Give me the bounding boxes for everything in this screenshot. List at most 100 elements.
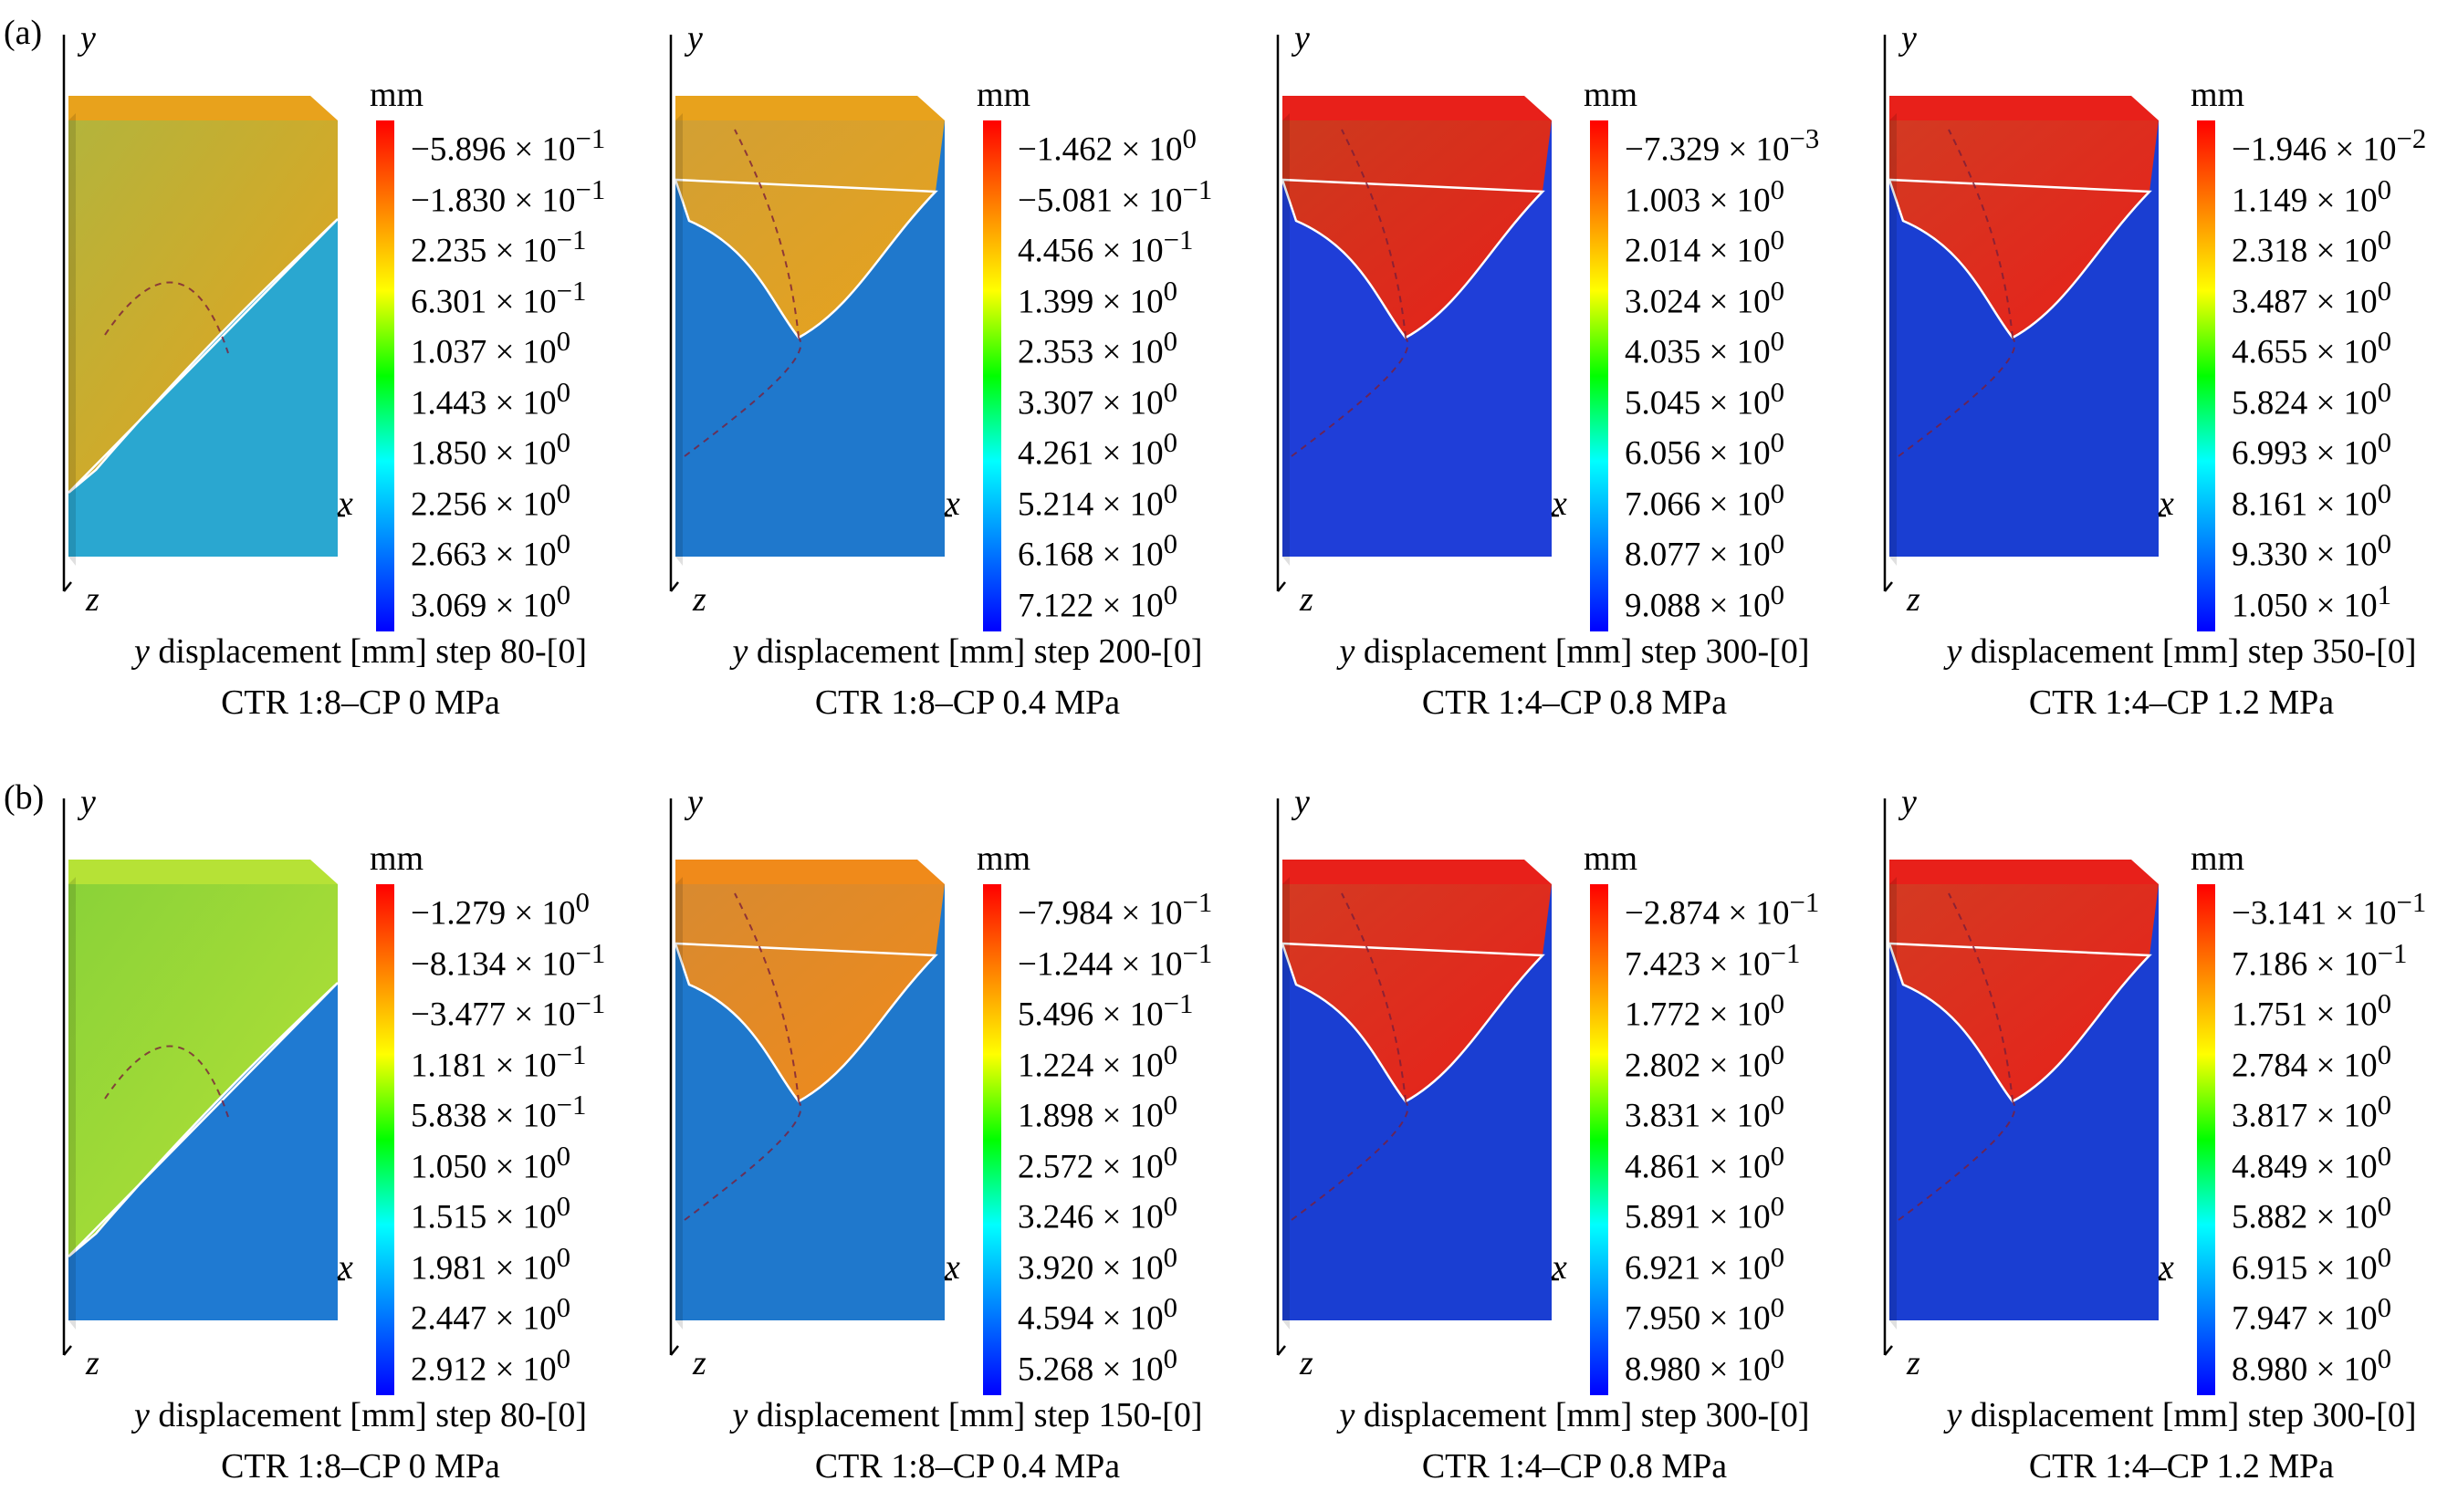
colorbar-tick-label: 4.849 × 100 [2232,1140,2392,1185]
axis-label-z: z [1907,1344,1920,1382]
colorbar-tick-label: 5.214 × 100 [1018,477,1178,523]
colorbar-tick-label: 6.993 × 100 [2232,427,2392,473]
colorbar-tick-label: −8.134 × 10−1 [411,937,606,983]
colorbar-tick-label: −1.830 × 10−1 [411,173,606,219]
colorbar-tick-label: 1.050 × 100 [411,1140,571,1185]
top-face [675,860,945,884]
colorbar-tick-label: 3.307 × 100 [1018,376,1178,422]
colorbar-tick-label: 2.572 × 100 [1018,1140,1178,1185]
colorbar-tick-label: 5.824 × 100 [2232,376,2392,422]
dashed-crack-path [1898,892,2016,1221]
colorbar [2197,884,2215,1395]
axis-label-x: x [1552,485,1567,523]
colorbar-tick-label: 4.655 × 100 [2232,326,2392,371]
colorbar-tick-label: 4.035 × 100 [1625,326,1785,371]
specimen-block [1276,798,1608,1395]
colorbar-tick-label: 2.318 × 100 [2232,224,2392,270]
colorbar-tick-label: 4.861 × 100 [1625,1140,1785,1185]
axis-label-z: z [693,580,706,619]
colorbar-tick-label: 1.751 × 100 [2232,988,2392,1034]
colorbar-tick-label: −1.244 × 10−1 [1018,937,1213,983]
colorbar-tick-label: 3.069 × 100 [411,579,571,624]
top-face [1282,860,1552,884]
axis-label-y: y [687,19,703,57]
row-label-b: (b) [4,778,45,817]
axis-label-x: x [2159,485,2174,523]
colorbar-tick-label: 1.003 × 100 [1625,173,1785,219]
colorbar [376,120,394,631]
colorbar-tick-label: 8.980 × 100 [2232,1342,2392,1388]
side-face [68,113,76,566]
colorbar [983,120,1001,631]
axis-label-x: x [338,485,353,523]
panel-caption-condition: CTR 1:4–CP 1.2 MPa [2028,683,2335,722]
axis-label-z: z [1300,580,1313,619]
colorbar-tick-label: 6.921 × 100 [1625,1241,1785,1287]
axis-label-z: z [1300,1344,1313,1382]
colorbar-tick-label: 1.981 × 100 [411,1241,571,1287]
axis-label-y: y [1294,783,1310,821]
colorbar-tick-label: 1.181 × 10−1 [411,1038,587,1084]
colorbar-tick-label: 1.037 × 100 [411,326,571,371]
dashed-crack-path [104,1045,229,1118]
dashed-crack-path [1291,129,1409,457]
colorbar-tick-label: −3.477 × 10−1 [411,988,606,1034]
panel-caption-step: y displacement [mm] step 150-[0] [732,1396,1203,1434]
crack-boundary [68,982,339,1257]
axis-label-x: x [338,1248,353,1287]
colorbar-tick-label: 5.268 × 100 [1018,1342,1178,1388]
axis-label-x: x [1552,1248,1567,1287]
colorbar-tick-label: 4.594 × 100 [1018,1292,1178,1338]
panel-caption-step: y displacement [mm] step 80-[0] [134,1396,587,1434]
colorbar-tick-label: 3.831 × 100 [1625,1090,1785,1135]
colorbar-tick-label: 3.487 × 100 [2232,275,2392,320]
side-face [68,877,76,1330]
colorbar-tick-label: 5.045 × 100 [1625,376,1785,422]
axis-label-z: z [86,580,99,619]
colorbar [1590,120,1608,631]
colorbar-tick-label: −1.279 × 100 [411,887,590,933]
contour-panel: y x z mm −1.279 × 100 −8.134 × 10−1 −3.477 × 1… [55,782,666,1512]
contour-panel: y x z mm −7.329 × 10−3 1.003 × 100 2.014 × 100… [1269,18,1880,748]
colorbar-tick-label: 7.947 × 100 [2232,1292,2392,1338]
colorbar-units: mm [977,839,1031,878]
dashed-crack-path [684,892,802,1221]
colorbar-tick-label: 7.423 × 10−1 [1625,937,1801,983]
side-face [1282,877,1290,1330]
top-face [68,860,338,884]
colorbar-tick-label: 1.443 × 100 [411,376,571,422]
colorbar-tick-label: 2.912 × 100 [411,1342,571,1388]
colorbar [983,884,1001,1395]
colorbar-tick-label: 5.838 × 10−1 [411,1090,587,1135]
colorbar-tick-label: −1.462 × 100 [1018,123,1197,169]
axis-label-x: x [2159,1248,2174,1287]
colorbar-units: mm [2191,839,2245,878]
colorbar-tick-label: 2.014 × 100 [1625,224,1785,270]
panel-caption-step: y displacement [mm] step 200-[0] [732,632,1203,671]
colorbar-tick-label: 3.920 × 100 [1018,1241,1178,1287]
colorbar-tick-label: −7.984 × 10−1 [1018,887,1213,933]
colorbar-tick-label: 2.235 × 10−1 [411,224,587,270]
axis-label-y: y [80,783,96,821]
colorbar-tick-label: −1.946 × 10−2 [2232,123,2427,169]
panel-caption-step: y displacement [mm] step 300-[0] [1339,1396,1810,1434]
colorbar-tick-label: 1.850 × 100 [411,427,571,473]
dashed-crack-path [1898,129,2016,457]
panel-caption-step: y displacement [mm] step 80-[0] [134,632,587,671]
panel-caption-condition: CTR 1:4–CP 0.8 MPa [1421,683,1728,722]
colorbar-tick-label: 6.301 × 10−1 [411,275,587,320]
colorbar-tick-label: 7.186 × 10−1 [2232,937,2408,983]
front-face-upper-zone [675,120,945,338]
axis-label-x: x [945,1248,960,1287]
top-face [1889,860,2159,884]
dashed-crack-path [1291,892,1409,1221]
panel-caption-step: y displacement [mm] step 300-[0] [1339,632,1810,671]
contour-panel: y x z mm −1.462 × 100 −5.081 × 10−1 4.456 × 10… [662,18,1273,748]
colorbar-tick-label: 1.515 × 100 [411,1191,571,1236]
contour-panel: y x z mm −7.984 × 10−1 −1.244 × 10−1 5.496 × 1… [662,782,1273,1512]
colorbar-tick-label: 2.447 × 100 [411,1292,571,1338]
colorbar-tick-label: 9.330 × 100 [2232,528,2392,574]
colorbar-tick-label: 2.802 × 100 [1625,1038,1785,1084]
colorbar-tick-label: −5.896 × 10−1 [411,123,606,169]
